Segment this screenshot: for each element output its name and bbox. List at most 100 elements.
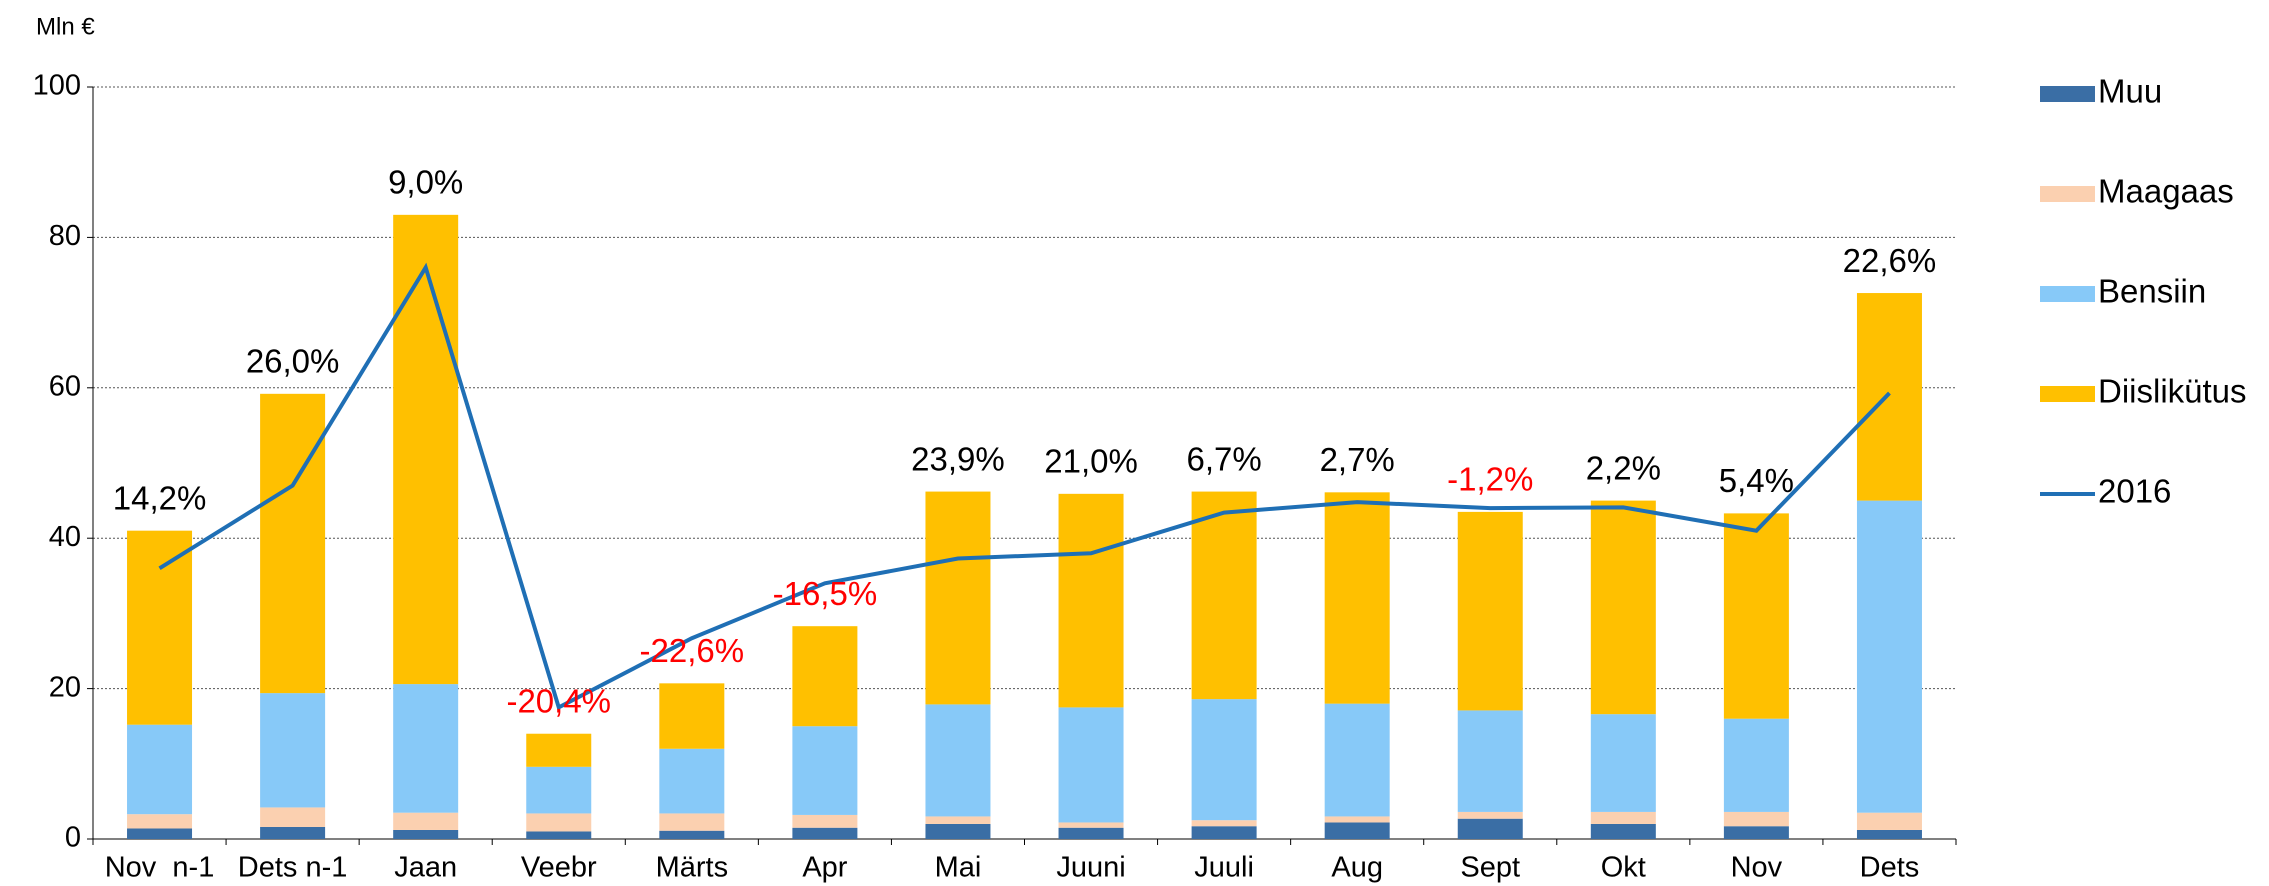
growth-label: 14,2% (113, 479, 207, 516)
bar-segment (1457, 511, 1523, 711)
bar-segment (393, 684, 459, 813)
bar-segment (1856, 500, 1922, 813)
bar-segment (1723, 718, 1789, 812)
bar-segment (526, 831, 592, 839)
bar-segment (393, 812, 459, 830)
bar-segment (659, 748, 725, 814)
bar-segment (127, 814, 193, 829)
bar-segment (1856, 829, 1922, 839)
bar-segment (260, 826, 326, 839)
bar-segment (393, 829, 459, 839)
x-tick-label: Nov n-1 (105, 852, 215, 884)
legend-label: Muu (2098, 73, 2162, 110)
bar-segment (1723, 513, 1789, 719)
x-tick-label: Dets n-1 (238, 852, 348, 884)
bar-segment (1191, 820, 1257, 827)
bar-segment (1723, 826, 1789, 839)
bar-segment (1324, 816, 1390, 823)
bar-segment (659, 683, 725, 749)
x-tick-label: Nov (1731, 852, 1783, 884)
legend-label: 2016 (2098, 473, 2171, 510)
bar-segment (925, 816, 991, 824)
growth-label: 21,0% (1044, 443, 1138, 480)
growth-label: 5,4% (1719, 462, 1794, 499)
y-axis-label: Mln € (36, 13, 95, 40)
growth-label: 26,0% (246, 343, 340, 380)
bar-segment (260, 807, 326, 827)
bar-segment (1058, 493, 1124, 708)
growth-label: 2,2% (1586, 449, 1661, 486)
legend-swatch (2040, 286, 2095, 302)
bar-segment (1058, 822, 1124, 828)
x-tick-label: Juuli (1194, 852, 1254, 884)
x-tick-label: Jaan (394, 852, 457, 884)
bar-segment (1324, 492, 1390, 704)
bar-segment (526, 766, 592, 814)
x-tick-label: Veebr (521, 852, 597, 884)
growth-label: 22,6% (1843, 242, 1937, 279)
y-tick-label: 40 (49, 521, 81, 553)
x-tick-label: Apr (802, 852, 847, 884)
legend-swatch (2040, 186, 2095, 202)
bar-segment (925, 491, 991, 705)
bar-segment (1457, 710, 1523, 812)
bar-segment (925, 823, 991, 839)
x-tick-label: Okt (1601, 852, 1646, 884)
bar-segment (260, 393, 326, 694)
bar-segment (1590, 811, 1656, 824)
growth-label: -16,5% (773, 575, 878, 612)
bar-segment (925, 704, 991, 817)
x-tick-label: Märts (656, 852, 729, 884)
growth-label: -20,4% (506, 682, 611, 719)
growth-label: -1,2% (1447, 461, 1533, 498)
bar-segment (1058, 827, 1124, 839)
y-tick-label: 60 (49, 370, 81, 402)
bar-segment (1457, 811, 1523, 819)
bar-segment (792, 626, 858, 727)
bar-segment (659, 813, 725, 831)
bar-segment (393, 214, 459, 685)
growth-label: 2,7% (1320, 441, 1395, 478)
bar-segment (659, 830, 725, 839)
bar-segment (1457, 818, 1523, 839)
bar-segment (1191, 699, 1257, 821)
bar-segment (792, 814, 858, 828)
y-tick-label: 0 (65, 822, 81, 854)
bar-segment (260, 693, 326, 808)
x-tick-label: Aug (1331, 852, 1383, 884)
bar-segment (1590, 714, 1656, 812)
bar-segment (792, 726, 858, 815)
bar-segment (526, 733, 592, 767)
legend-swatch (2040, 386, 2095, 402)
growth-label: 23,9% (911, 440, 1005, 477)
x-tick-label: Mai (935, 852, 982, 884)
bar-segment (1191, 491, 1257, 700)
x-tick-label: Sept (1460, 852, 1520, 884)
y-tick-label: 20 (49, 671, 81, 703)
x-tick-label: Juuni (1056, 852, 1125, 884)
bar-segment (1058, 707, 1124, 823)
bar-segment (127, 828, 193, 839)
bar-segment (526, 813, 592, 832)
legend-label: Bensiin (2098, 273, 2206, 310)
bar-segment (1324, 822, 1390, 839)
growth-label: 9,0% (388, 164, 463, 201)
legend-label: Maagaas (2098, 173, 2234, 210)
bar-segment (1856, 812, 1922, 830)
bar-segment (1723, 811, 1789, 827)
bar-segment (127, 724, 193, 815)
x-tick-label: Dets (1860, 852, 1920, 884)
bar-segment (1324, 703, 1390, 817)
bar-segment (127, 530, 193, 725)
legend-swatch (2040, 86, 2095, 102)
bar-segment (1590, 823, 1656, 839)
legend-label: Diislikütus (2098, 373, 2247, 410)
growth-label: 6,7% (1186, 440, 1261, 477)
y-tick-label: 80 (49, 220, 81, 252)
bar-segment (1590, 500, 1656, 715)
bar-segment (792, 827, 858, 839)
growth-label: -22,6% (640, 632, 745, 669)
line (158, 262, 1891, 711)
